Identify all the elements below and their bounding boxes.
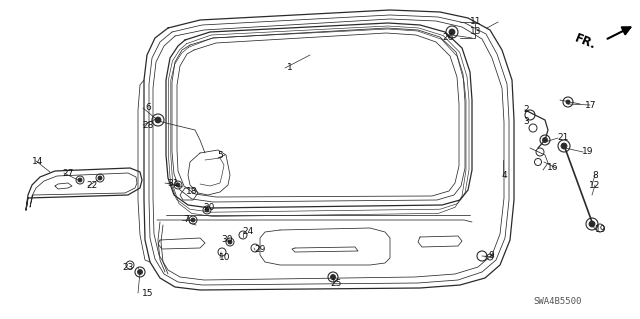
- Text: 12: 12: [589, 181, 601, 189]
- Text: 16: 16: [547, 164, 559, 173]
- Circle shape: [589, 221, 595, 227]
- Text: 28: 28: [142, 121, 154, 130]
- Text: 26: 26: [442, 33, 454, 42]
- Text: 31: 31: [167, 179, 179, 188]
- Text: 14: 14: [32, 157, 44, 166]
- Circle shape: [78, 178, 82, 182]
- Circle shape: [155, 117, 161, 123]
- Circle shape: [543, 137, 547, 143]
- Text: 8: 8: [592, 170, 598, 180]
- Circle shape: [138, 270, 143, 275]
- Text: 19: 19: [595, 226, 607, 234]
- Text: 9: 9: [488, 250, 494, 259]
- Text: 25: 25: [330, 278, 342, 287]
- Text: 6: 6: [145, 103, 151, 113]
- Text: 29: 29: [254, 246, 266, 255]
- Text: 3: 3: [523, 117, 529, 127]
- Circle shape: [191, 218, 195, 222]
- Text: FR.: FR.: [573, 32, 598, 52]
- Text: 7: 7: [183, 216, 189, 225]
- Text: 4: 4: [501, 170, 507, 180]
- Text: 23: 23: [122, 263, 134, 272]
- Circle shape: [561, 143, 567, 149]
- Text: 2: 2: [523, 106, 529, 115]
- Text: SWA4B5500: SWA4B5500: [534, 298, 582, 307]
- Circle shape: [330, 275, 335, 279]
- Circle shape: [228, 240, 232, 244]
- Text: 30: 30: [221, 235, 233, 244]
- Text: 18: 18: [186, 188, 198, 197]
- Text: 22: 22: [86, 182, 98, 190]
- Circle shape: [566, 100, 570, 104]
- Text: 17: 17: [585, 100, 596, 109]
- Circle shape: [176, 183, 180, 187]
- Text: 21: 21: [557, 133, 569, 143]
- Text: 20: 20: [204, 203, 214, 211]
- Text: 1: 1: [287, 63, 293, 72]
- Circle shape: [449, 29, 455, 35]
- Text: 27: 27: [62, 168, 74, 177]
- Text: 5: 5: [217, 151, 223, 160]
- Text: 24: 24: [243, 227, 253, 236]
- Text: 10: 10: [220, 254, 231, 263]
- Text: 13: 13: [470, 27, 482, 36]
- Text: 11: 11: [470, 18, 482, 26]
- Circle shape: [98, 176, 102, 180]
- Text: 15: 15: [142, 288, 154, 298]
- Text: 19: 19: [582, 147, 594, 157]
- Circle shape: [205, 208, 209, 212]
